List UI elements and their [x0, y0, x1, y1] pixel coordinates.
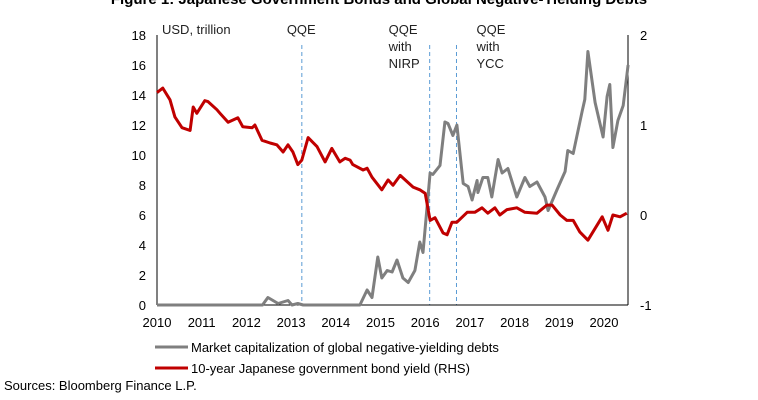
x-tick-label: 2013 — [277, 315, 306, 330]
policy-annotation-text: QQE — [476, 22, 505, 37]
source-note: Sources: Bloomberg Finance L.P. — [4, 378, 197, 393]
legend-label: Market capitalization of global negative… — [191, 340, 499, 355]
y-right-tick-label: 2 — [640, 28, 647, 43]
x-tick-label: 2014 — [321, 315, 350, 330]
y-left-tick-label: 6 — [139, 208, 146, 223]
x-tick-label: 2010 — [143, 315, 172, 330]
y-right-tick-label: -1 — [640, 298, 652, 313]
policy-annotation-text: QQE — [287, 22, 316, 37]
y-left-tick-label: 4 — [139, 238, 146, 253]
y-left-tick-label: 16 — [132, 58, 146, 73]
y-left-tick-label: 0 — [139, 298, 146, 313]
x-tick-label: 2012 — [232, 315, 261, 330]
x-tick-label: 2015 — [366, 315, 395, 330]
y-left-tick-label: 18 — [132, 28, 146, 43]
y-right-tick-label: 1 — [640, 118, 647, 133]
x-tick-label: 2011 — [188, 315, 216, 330]
jgb-yield-line — [156, 86, 628, 242]
x-tick-label: 2017 — [455, 315, 484, 330]
left-axis-unit-label: USD, trillion — [162, 22, 231, 37]
y-left-tick-label: 10 — [132, 148, 146, 163]
y-right-tick-label: 0 — [640, 208, 647, 223]
y-left-tick-label: 8 — [139, 178, 146, 193]
policy-annotation-text: QQE — [389, 22, 418, 37]
x-tick-label: 2016 — [411, 315, 440, 330]
x-tick-label: 2018 — [500, 315, 529, 330]
legend-label: 10-year Japanese government bond yield (… — [191, 361, 470, 376]
y-left-tick-label: 12 — [132, 118, 146, 133]
x-tick-label: 2019 — [545, 315, 574, 330]
chart-title: Figure 1: Japanese Government Bonds and … — [111, 0, 647, 8]
policy-annotation-text: with — [475, 39, 499, 54]
x-tick-label: 2020 — [590, 315, 619, 330]
policy-annotation-text: YCC — [476, 56, 503, 71]
y-left-tick-label: 2 — [139, 268, 146, 283]
policy-annotation-text: with — [388, 39, 412, 54]
policy-annotation-text: NIRP — [389, 56, 420, 71]
y-left-tick-label: 14 — [132, 88, 146, 103]
negative-yield-debt-line — [157, 50, 630, 307]
